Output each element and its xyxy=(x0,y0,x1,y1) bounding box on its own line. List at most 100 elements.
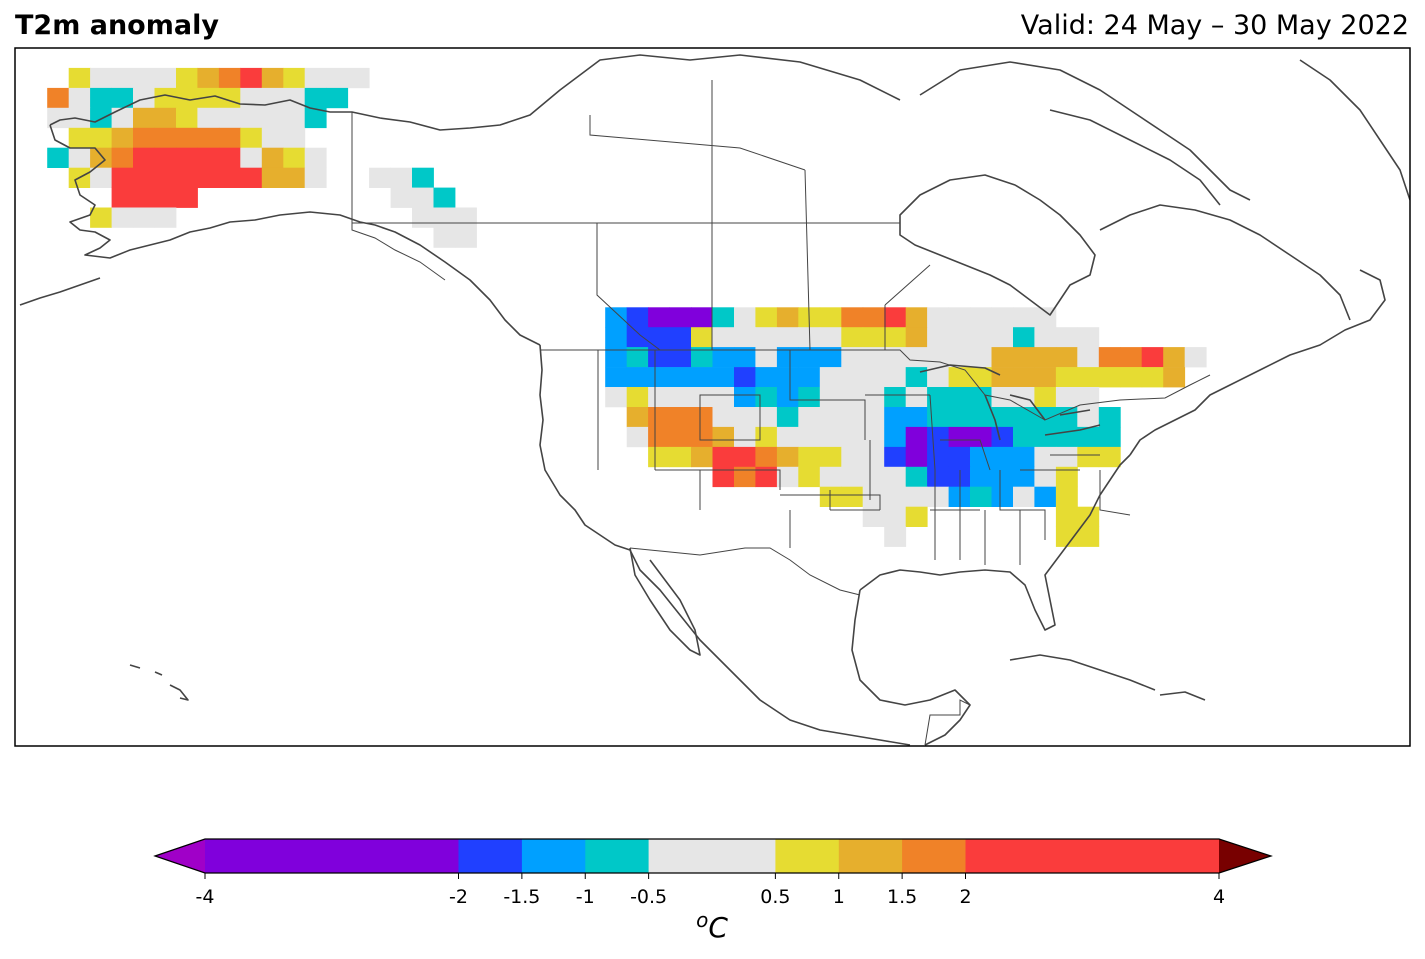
anomaly-cell xyxy=(1077,426,1100,448)
anomaly-cell xyxy=(691,426,713,448)
anomaly-cell xyxy=(626,407,649,428)
map-frame xyxy=(14,47,1411,747)
anomaly-cell xyxy=(948,387,971,408)
great-lakes xyxy=(919,364,1101,441)
anomaly-cell xyxy=(111,147,134,168)
anomaly-cell xyxy=(133,147,155,168)
coastline-cuba xyxy=(1009,654,1156,691)
anomaly-cell xyxy=(948,407,971,428)
anomaly-cell xyxy=(218,127,241,149)
border-us-mexico xyxy=(629,547,861,596)
anomaly-cell xyxy=(1077,446,1100,468)
anomaly-cell xyxy=(176,87,198,109)
anomaly-cell xyxy=(776,466,799,488)
anomaly-cell xyxy=(884,426,907,448)
anomaly-cell xyxy=(1077,327,1100,348)
coastline-baffin xyxy=(1049,109,1221,206)
anomaly-cell xyxy=(90,167,112,188)
anomaly-cell xyxy=(991,307,1014,328)
anomaly-cell xyxy=(819,307,842,328)
anomaly-cell xyxy=(991,367,1014,388)
anomaly-cell xyxy=(433,227,456,248)
colorbar-ticks: -4 -2 -1.5 -1 -0.5 0.5 1 1.5 2 4 xyxy=(196,873,1225,908)
anomaly-cell xyxy=(626,347,649,368)
anomaly-cell xyxy=(304,147,327,168)
anomaly-cell xyxy=(819,347,842,368)
anomaly-cell xyxy=(905,446,928,468)
anomaly-cell xyxy=(111,167,134,188)
anomaly-cell xyxy=(734,466,756,488)
anomaly-cell xyxy=(712,407,735,428)
anomaly-cell xyxy=(927,307,949,328)
anomaly-cell xyxy=(862,466,885,488)
anomaly-cell xyxy=(648,347,670,368)
anomaly-cell xyxy=(669,347,692,368)
anomaly-cell xyxy=(927,486,949,507)
anomaly-cell xyxy=(133,67,155,89)
anomaly-cell xyxy=(927,466,949,488)
anomaly-cell xyxy=(712,387,735,408)
anomaly-cell xyxy=(776,307,799,328)
anomaly-cell xyxy=(648,307,670,328)
anomaly-cell xyxy=(841,367,864,388)
anomaly-cell xyxy=(68,147,91,168)
anomaly-cell xyxy=(176,167,198,188)
anomaly-cell xyxy=(927,407,949,428)
anomaly-cell xyxy=(819,466,842,488)
anomaly-cell xyxy=(347,67,370,89)
anomaly-cell xyxy=(1077,387,1100,408)
anomaly-cell xyxy=(1055,446,1078,468)
anomaly-cell xyxy=(991,426,1014,448)
anomaly-cell xyxy=(1055,367,1078,388)
anomaly-cell xyxy=(776,407,799,428)
anomaly-cell xyxy=(1077,347,1100,368)
anomaly-cell xyxy=(862,506,885,527)
anomaly-cell xyxy=(304,87,327,109)
anomaly-cell xyxy=(648,407,670,428)
anomaly-cell xyxy=(1034,347,1057,368)
valid-period: Valid: 24 May – 30 May 2022 xyxy=(1020,10,1409,41)
anomaly-cell xyxy=(111,127,134,149)
anomaly-cell xyxy=(841,486,864,507)
anomaly-cell xyxy=(712,466,735,488)
units-superscript: o xyxy=(696,908,708,932)
anomaly-cell xyxy=(1013,307,1035,328)
anomaly-cell xyxy=(905,486,928,507)
anomaly-cell xyxy=(1034,426,1057,448)
anomaly-cell xyxy=(927,426,949,448)
anomaly-cell xyxy=(1013,426,1035,448)
map-title: T2m anomaly xyxy=(15,10,219,41)
anomaly-cell xyxy=(111,207,134,228)
anomaly-cell xyxy=(111,67,134,89)
anomaly-cell xyxy=(133,127,155,149)
anomaly-cell xyxy=(776,347,799,368)
anomaly-cell xyxy=(1098,347,1121,368)
anomaly-cell xyxy=(240,147,263,168)
anomaly-cell xyxy=(991,466,1014,488)
anomaly-cell xyxy=(1013,387,1035,408)
anomaly-cell xyxy=(841,347,864,368)
anomaly-cell xyxy=(841,387,864,408)
colorbar-segment xyxy=(902,839,966,873)
anomaly-cell xyxy=(218,147,241,168)
anomaly-cell xyxy=(68,87,91,109)
anomaly-cell xyxy=(648,387,670,408)
anomaly-cell xyxy=(776,327,799,348)
anomaly-cell xyxy=(691,407,713,428)
anomaly-cell xyxy=(47,87,70,109)
coastline-us-west xyxy=(539,344,911,746)
anomaly-cell xyxy=(133,107,155,129)
anomaly-cell xyxy=(884,347,907,368)
anomaly-cell xyxy=(1013,367,1035,388)
anomaly-cell xyxy=(412,167,434,188)
anomaly-cell xyxy=(991,387,1014,408)
coastline-baja xyxy=(629,547,701,656)
anomaly-cell xyxy=(884,466,907,488)
anomaly-cell xyxy=(905,387,928,408)
anomaly-cell xyxy=(776,426,799,448)
anomaly-cell xyxy=(862,486,885,507)
anomaly-cell xyxy=(927,387,949,408)
anomaly-cell xyxy=(734,426,756,448)
anomaly-cell xyxy=(197,67,220,89)
anomaly-cell xyxy=(884,407,907,428)
